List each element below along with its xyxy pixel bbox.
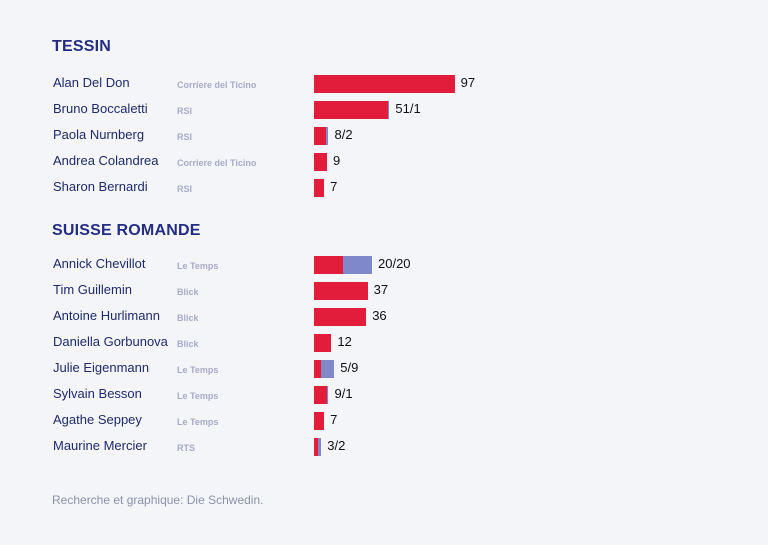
bar [314, 360, 335, 378]
bar [314, 101, 390, 119]
outlet-name: Le Temps [177, 261, 219, 271]
journalist-name: Sylvain Besson [53, 386, 142, 401]
bar-segment-secondary [327, 386, 329, 404]
value-label: 36 [372, 308, 387, 323]
bar-row: Alan Del Don Corriere del Ticino 97 [0, 74, 768, 100]
value-label: 8/2 [334, 127, 353, 142]
bar-row: Agathe Seppey Le Temps 7 [0, 411, 768, 437]
bar [314, 153, 328, 171]
bar-row: Maurine Mercier RTS 3/2 [0, 437, 768, 463]
journalist-name: Agathe Seppey [53, 412, 142, 427]
bar-segment-primary [314, 438, 319, 456]
value-label: 7 [330, 412, 338, 427]
source-note: Recherche et graphique: Die Schwedin. [52, 493, 264, 507]
journalist-name: Antoine Hurlimann [53, 308, 160, 323]
bar [314, 75, 455, 93]
section-title: TESSIN [52, 38, 111, 55]
outlet-name: Le Temps [177, 391, 219, 401]
value-label: 9/1 [334, 386, 353, 401]
journalist-name: Bruno Boccaletti [53, 101, 148, 116]
journalist-name: Daniella Gorbunova [53, 334, 168, 349]
outlet-name: Le Temps [177, 365, 219, 375]
bar-segment-primary [314, 308, 367, 326]
bar-row: Julie Eigenmann Le Temps 5/9 [0, 359, 768, 385]
journalist-name: Tim Guillemin [53, 282, 132, 297]
outlet-name: Blick [177, 339, 199, 349]
bar-row: Sharon Bernardi RSI 7 [0, 178, 768, 204]
bar [314, 282, 368, 300]
bar [314, 179, 325, 197]
bar-row: Antoine Hurlimann Blick 36 [0, 307, 768, 333]
bar [314, 438, 322, 456]
value-label: 5/9 [340, 360, 359, 375]
value-label: 97 [460, 75, 476, 90]
bar-segment-primary [314, 153, 328, 171]
bar-segment-secondary [387, 101, 390, 119]
outlet-name: Le Temps [177, 417, 219, 427]
bar [314, 386, 329, 404]
value-label: 12 [337, 334, 352, 349]
journalist-name: Julie Eigenmann [53, 360, 150, 375]
journalist-name: Sharon Bernardi [53, 179, 148, 194]
journalist-name: Annick Chevillot [53, 256, 146, 271]
bar-segment-secondary [321, 360, 335, 378]
bar [314, 412, 325, 430]
bar-segment-primary [314, 179, 325, 197]
bar-segment-secondary [318, 438, 322, 456]
bar-segment-primary [314, 386, 328, 404]
bar-row: Paola Nurnberg RSI 8/2 [0, 126, 768, 152]
bar-segment-secondary [343, 256, 372, 274]
section-title: SUISSE ROMANDE [52, 222, 201, 239]
value-label: 20/20 [378, 256, 411, 271]
bar-row: Andrea Colandrea Corriere del Ticino 9 [0, 152, 768, 178]
bar-segment-primary [314, 412, 325, 430]
outlet-name: Blick [177, 287, 199, 297]
bar-row: Annick Chevillot Le Temps 20/20 [0, 255, 768, 281]
outlet-name: RSI [177, 132, 193, 142]
bar-row: Bruno Boccaletti RSI 51/1 [0, 100, 768, 126]
bar-segment-secondary [325, 127, 329, 145]
journalist-name: Alan Del Don [53, 75, 130, 90]
bar-segment-primary [314, 282, 368, 300]
journalist-name: Paola Nurnberg [53, 127, 145, 142]
value-label: 7 [330, 179, 338, 194]
outlet-name: RSI [177, 184, 193, 194]
bar [314, 256, 372, 274]
bar-segment-primary [314, 127, 326, 145]
value-label: 37 [373, 282, 389, 297]
bar-row: Daniella Gorbunova Blick 12 [0, 333, 768, 359]
value-label: 9 [333, 153, 341, 168]
bar-row: Tim Guillemin Blick 37 [0, 281, 768, 307]
value-label: 51/1 [395, 101, 421, 116]
bar [314, 127, 329, 145]
outlet-name: RTS [177, 443, 195, 453]
outlet-name: RSI [177, 106, 193, 116]
bar-segment-primary [314, 101, 388, 119]
value-label: 3/2 [327, 438, 346, 453]
journalist-name: Maurine Mercier [53, 438, 147, 453]
outlet-name: Blick [177, 313, 199, 323]
bar-segment-primary [314, 334, 332, 352]
bar-row: Sylvain Besson Le Temps 9/1 [0, 385, 768, 411]
outlet-name: Corriere del Ticino [177, 158, 257, 168]
journalist-name: Andrea Colandrea [53, 153, 159, 168]
bar-segment-primary [314, 256, 343, 274]
bar-segment-primary [314, 75, 455, 93]
bar [314, 334, 332, 352]
bar-segment-primary [314, 360, 322, 378]
bar [314, 308, 367, 326]
outlet-name: Corriere del Ticino [177, 80, 257, 90]
